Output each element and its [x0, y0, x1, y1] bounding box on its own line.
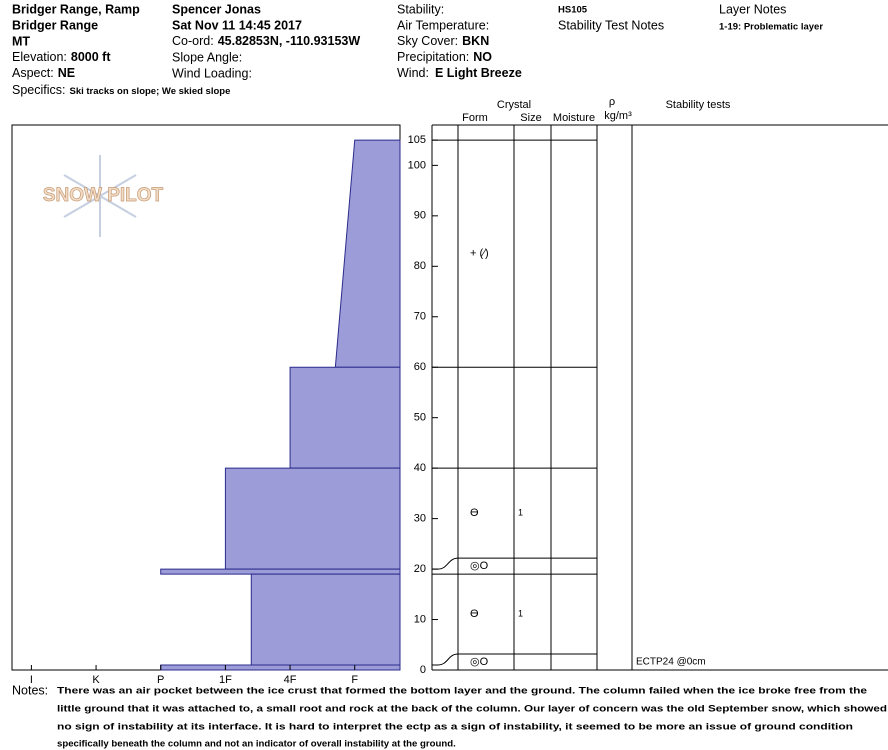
crystal-form: + (⁄)	[470, 248, 489, 260]
label: Wind:	[397, 66, 429, 80]
value: NO	[473, 50, 492, 64]
layer-notes-title: Layer Notes	[719, 2, 786, 16]
note-line: specifically beneath the column and not …	[57, 739, 456, 750]
label: Co-ord:	[172, 34, 214, 48]
hs: HS105	[558, 5, 588, 16]
hardness-layer	[289, 366, 401, 469]
hardness-layer	[250, 573, 401, 666]
column-header: Moisture	[553, 112, 595, 124]
label: Specifics:	[12, 83, 66, 97]
precipitation: Precipitation: NO	[397, 50, 492, 64]
value: BKN	[462, 34, 489, 48]
note-line: no sign of instability at its interface.…	[57, 722, 853, 733]
wind: Wind: E Light Breeze	[397, 66, 522, 80]
x-tick-label: 1F	[219, 674, 232, 686]
x-tick-label: P	[157, 674, 164, 686]
label: Precipitation:	[397, 50, 469, 64]
elevation: Elevation: 8000 ft	[12, 50, 111, 64]
y-tick-label: 0	[420, 664, 426, 676]
y-tick-label: 100	[408, 159, 426, 171]
y-tick-label: 50	[414, 412, 426, 424]
layer-boundary	[432, 653, 597, 666]
y-tick-label: 10	[414, 613, 426, 625]
notes-label: Notes:	[12, 683, 48, 697]
layer-boundary	[432, 557, 597, 570]
value: 45.82853N, -110.93153W	[218, 34, 361, 48]
label: Aspect:	[12, 66, 54, 80]
aspect: Aspect: NE	[12, 66, 75, 80]
x-tick-label: K	[92, 674, 100, 686]
coord: Co-ord: 45.82853N, -110.93153W	[172, 34, 360, 48]
x-tick-label: F	[351, 674, 358, 686]
y-tick-label: 80	[414, 260, 426, 272]
hardness-layer	[160, 568, 401, 575]
range: Bridger Range	[12, 18, 98, 32]
hardness-layer	[334, 139, 401, 368]
sky-cover: Sky Cover: BKN	[397, 34, 489, 48]
stability: Stability:	[397, 2, 444, 16]
logo-text: SNOW PILOT	[43, 185, 164, 206]
state: MT	[12, 34, 30, 48]
y-tick-label: 105	[408, 134, 426, 146]
logo-flake	[63, 174, 137, 218]
plot: I K P 1F 4F F 0 10 20 30 40 50 60 70 80 90 100 105 + (⁄) Ө 1…	[30, 124, 888, 686]
hardness-layer	[224, 467, 401, 570]
layer-note: 1-19: Problematic layer	[719, 22, 823, 33]
y-tick-label: 30	[414, 513, 426, 525]
label: Sky Cover:	[397, 34, 458, 48]
column-header: Form	[462, 112, 488, 124]
air-temperature: Air Temperature:	[397, 18, 489, 32]
date: Sat Nov 11 14:45 2017	[172, 18, 302, 32]
crystal-form: Ө	[470, 507, 479, 519]
note-line: There was an air pocket between the ice …	[57, 686, 867, 697]
value: Ski tracks on slope; We skied slope	[70, 86, 231, 97]
wind-loading: Wind Loading:	[172, 66, 252, 80]
x-tick-label: I	[30, 674, 33, 686]
stability-test: ECTP24 @0cm	[636, 657, 706, 668]
label: Elevation:	[12, 50, 67, 64]
y-tick-label: 40	[414, 462, 426, 474]
column-header: ρ	[609, 96, 615, 108]
slope-angle: Slope Angle:	[172, 50, 242, 64]
y-tick-label: 60	[414, 361, 426, 373]
hardness-layer	[160, 664, 401, 671]
observer: Spencer Jonas	[172, 2, 261, 16]
crystal-form: ◎O	[470, 560, 489, 572]
y-tick-label: 20	[414, 563, 426, 575]
x-tick-label: 4F	[284, 674, 297, 686]
crystal-size: 1	[518, 608, 523, 618]
y-tick-label: 90	[414, 210, 426, 222]
column-header: Crystal	[497, 99, 531, 111]
logo	[63, 155, 137, 237]
column-header: Stability tests	[666, 99, 731, 111]
value: E Light Breeze	[435, 66, 522, 80]
specifics: Specifics: Ski tracks on slope; We skied …	[12, 83, 230, 97]
note-line: little ground that it was attached to, a…	[57, 704, 887, 715]
crystal-form: ◎O	[470, 656, 489, 668]
y-tick-label: 70	[414, 311, 426, 323]
crystal-form: Ө	[470, 608, 479, 620]
column-header: Size	[520, 112, 541, 124]
value: NE	[58, 66, 75, 80]
crystal-size: 1	[518, 508, 523, 518]
value: 8000 ft	[71, 50, 111, 64]
stability-test-notes: Stability Test Notes	[558, 18, 664, 32]
column-header: kg/m³	[604, 110, 632, 122]
location: Bridger Range, Ramp	[12, 2, 140, 16]
